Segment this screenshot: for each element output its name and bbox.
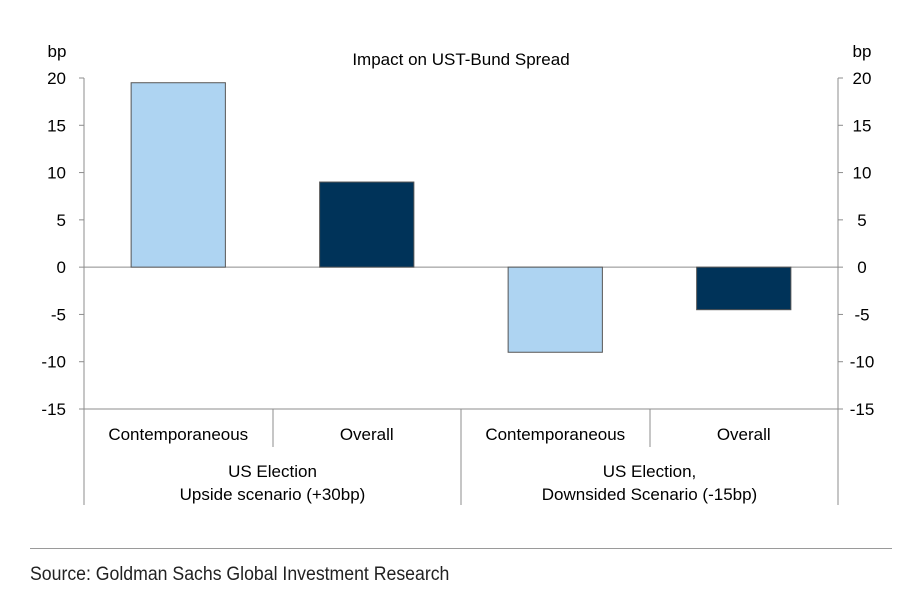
right-tick-label: -15	[850, 400, 875, 419]
left-tick-label: 10	[47, 164, 66, 183]
group-label-line1: US Election,	[603, 462, 697, 481]
category-label: Overall	[717, 425, 771, 444]
chart-title: Impact on UST-Bund Spread	[352, 50, 569, 69]
group-label-line2: Upside scenario (+30bp)	[180, 485, 366, 504]
bar-3	[507, 266, 603, 353]
left-tick-label: -15	[41, 400, 66, 419]
right-tick-label: 5	[857, 211, 866, 230]
source-note: Source: Goldman Sachs Global Investment …	[30, 564, 450, 585]
category-label: Overall	[340, 425, 394, 444]
bar-2	[319, 181, 415, 268]
bar-4	[696, 266, 792, 311]
right-tick-label: 0	[857, 258, 866, 277]
axes: 20 20 15 15 10 10 5 5 0 0 -5 -5 -10 -10 -15 -15	[41, 69, 874, 505]
bar-1	[130, 82, 226, 268]
right-tick-label: -10	[850, 353, 875, 372]
right-tick-label: 10	[853, 164, 872, 183]
left-axis-unit: bp	[48, 42, 67, 61]
right-tick-label: 15	[853, 116, 872, 135]
category-label: Contemporaneous	[485, 425, 625, 444]
right-tick-label: -5	[854, 305, 869, 324]
left-tick-label: 20	[47, 69, 66, 88]
bars	[130, 82, 792, 353]
right-axis-unit: bp	[853, 42, 872, 61]
category-label: Contemporaneous	[108, 425, 248, 444]
group-label-line1: US Election	[228, 462, 317, 481]
left-tick-label: 0	[57, 258, 66, 277]
left-tick-label: -5	[51, 305, 66, 324]
left-tick-label: -10	[41, 353, 66, 372]
bar-chart: Impact on UST-Bund Spread bp bp 20 20 15 15…	[41, 42, 874, 505]
footer-divider	[30, 548, 892, 549]
category-labels: Contemporaneous Overall Contemporaneous Ove…	[108, 425, 770, 504]
group-label-line2: Downsided Scenario (-15bp)	[542, 485, 757, 504]
right-tick-label: 20	[853, 69, 872, 88]
left-tick-label: 15	[47, 116, 66, 135]
left-tick-label: 5	[57, 211, 66, 230]
